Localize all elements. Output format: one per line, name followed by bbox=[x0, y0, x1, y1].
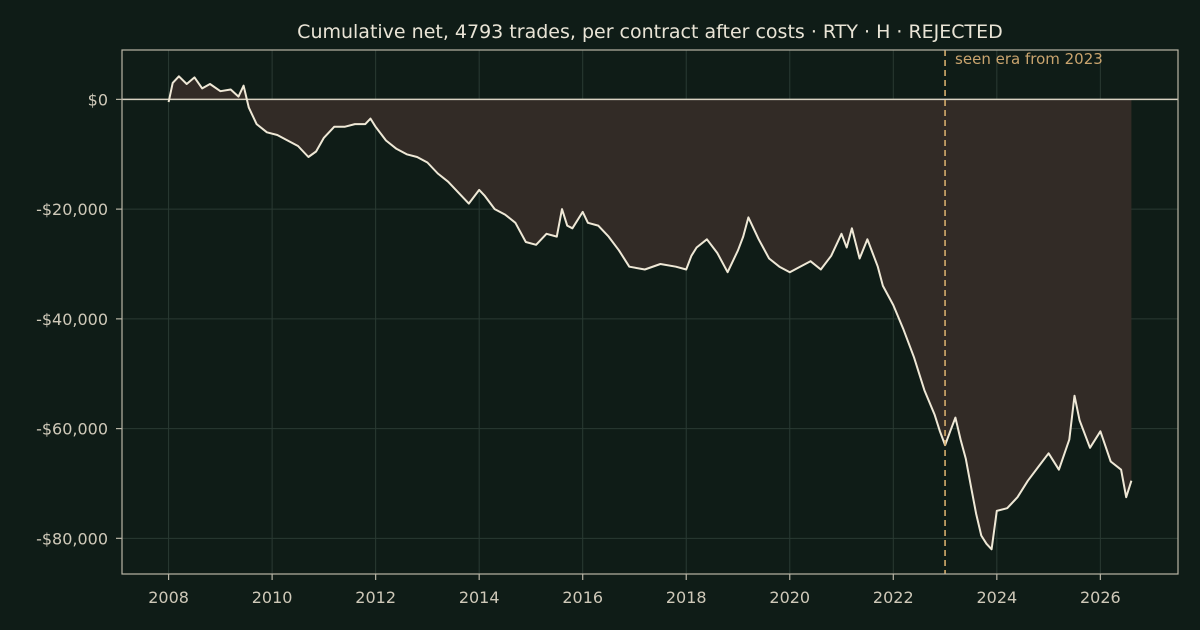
y-tick-label: -$60,000 bbox=[36, 420, 108, 439]
y-axis: $0 -$20,000 -$40,000 -$60,000 -$80,000 bbox=[36, 90, 122, 548]
cumulative-net-line bbox=[167, 75, 1133, 551]
x-tick-label: 2026 bbox=[1080, 588, 1121, 607]
chart-title: Cumulative net, 4793 trades, per contrac… bbox=[297, 21, 1003, 43]
y-tick-label: -$40,000 bbox=[36, 310, 108, 329]
underwater-fill-area bbox=[168, 76, 1132, 550]
x-axis: 2008 2010 2012 2014 2016 2018 2020 2022 2024 2026 bbox=[148, 574, 1121, 607]
x-tick-label: 2012 bbox=[355, 588, 396, 607]
y-tick-label: $0 bbox=[88, 90, 108, 109]
seen-era-annotation: seen era from 2023 bbox=[955, 50, 1103, 68]
x-tick-label: 2022 bbox=[873, 588, 914, 607]
x-tick-label: 2016 bbox=[562, 588, 603, 607]
y-tick-label: -$80,000 bbox=[36, 529, 108, 548]
x-tick-label: 2018 bbox=[666, 588, 707, 607]
x-tick-label: 2010 bbox=[252, 588, 293, 607]
x-tick-label: 2020 bbox=[769, 588, 810, 607]
x-tick-label: 2014 bbox=[459, 588, 500, 607]
plot-frame bbox=[121, 49, 1179, 575]
x-tick-label: 2024 bbox=[976, 588, 1017, 607]
x-tick-label: 2008 bbox=[148, 588, 189, 607]
y-tick-label: -$20,000 bbox=[36, 200, 108, 219]
